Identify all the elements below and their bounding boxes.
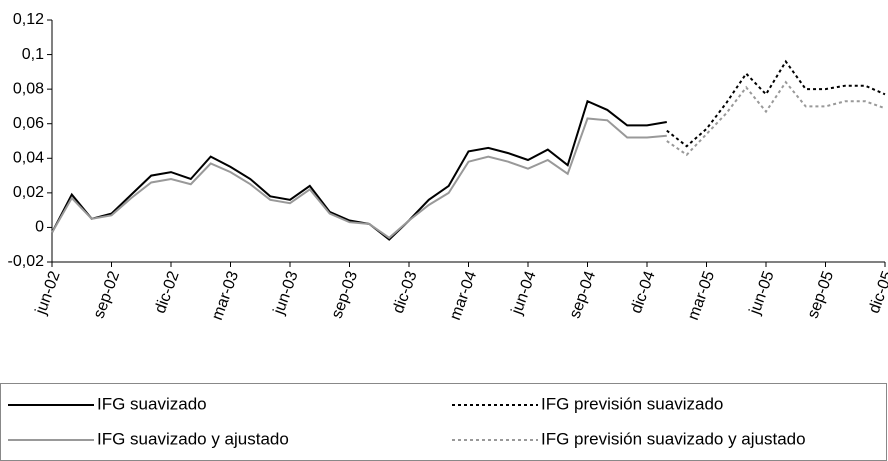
y-tick-label: 0,1	[22, 46, 44, 63]
series-line	[666, 80, 886, 157]
y-tick-label: 0,08	[13, 80, 44, 97]
y-tick-label: 0,02	[13, 184, 44, 201]
y-tick-label: 0	[35, 219, 44, 236]
series-line	[666, 59, 886, 148]
x-tick-label: sep-02	[91, 269, 124, 321]
y-tick-label: 0,12	[13, 11, 44, 28]
series-line	[51, 99, 667, 241]
x-tick-label: dic-04	[628, 269, 659, 316]
x-tick-label: dic-03	[390, 269, 421, 316]
legend-label: IFG previsión suavizado	[541, 394, 723, 413]
y-tick-label: 0,06	[13, 115, 44, 132]
x-tick-label: jun-02	[32, 269, 64, 318]
x-tick-label: jun-04	[508, 269, 540, 318]
x-tick-label: sep-05	[805, 269, 838, 321]
x-tick-label: dic-05	[866, 269, 888, 316]
legend-label: IFG suavizado y ajustado	[97, 429, 289, 448]
x-tick-label: mar-03	[209, 269, 242, 323]
x-tick-label: sep-03	[329, 269, 362, 321]
x-tick-label: dic-02	[152, 269, 183, 316]
x-tick-label: mar-04	[447, 269, 480, 323]
series-line	[51, 117, 667, 240]
x-tick-label: sep-04	[567, 269, 600, 321]
legend-label: IFG previsión suavizado y ajustado	[541, 429, 806, 448]
x-tick-label: mar-05	[685, 269, 718, 323]
legend-label: IFG suavizado	[97, 394, 207, 413]
y-tick-label: -0,02	[8, 253, 45, 270]
x-tick-label: jun-03	[270, 269, 302, 318]
y-tick-label: 0,04	[13, 150, 44, 167]
x-tick-label: jun-05	[746, 269, 778, 318]
